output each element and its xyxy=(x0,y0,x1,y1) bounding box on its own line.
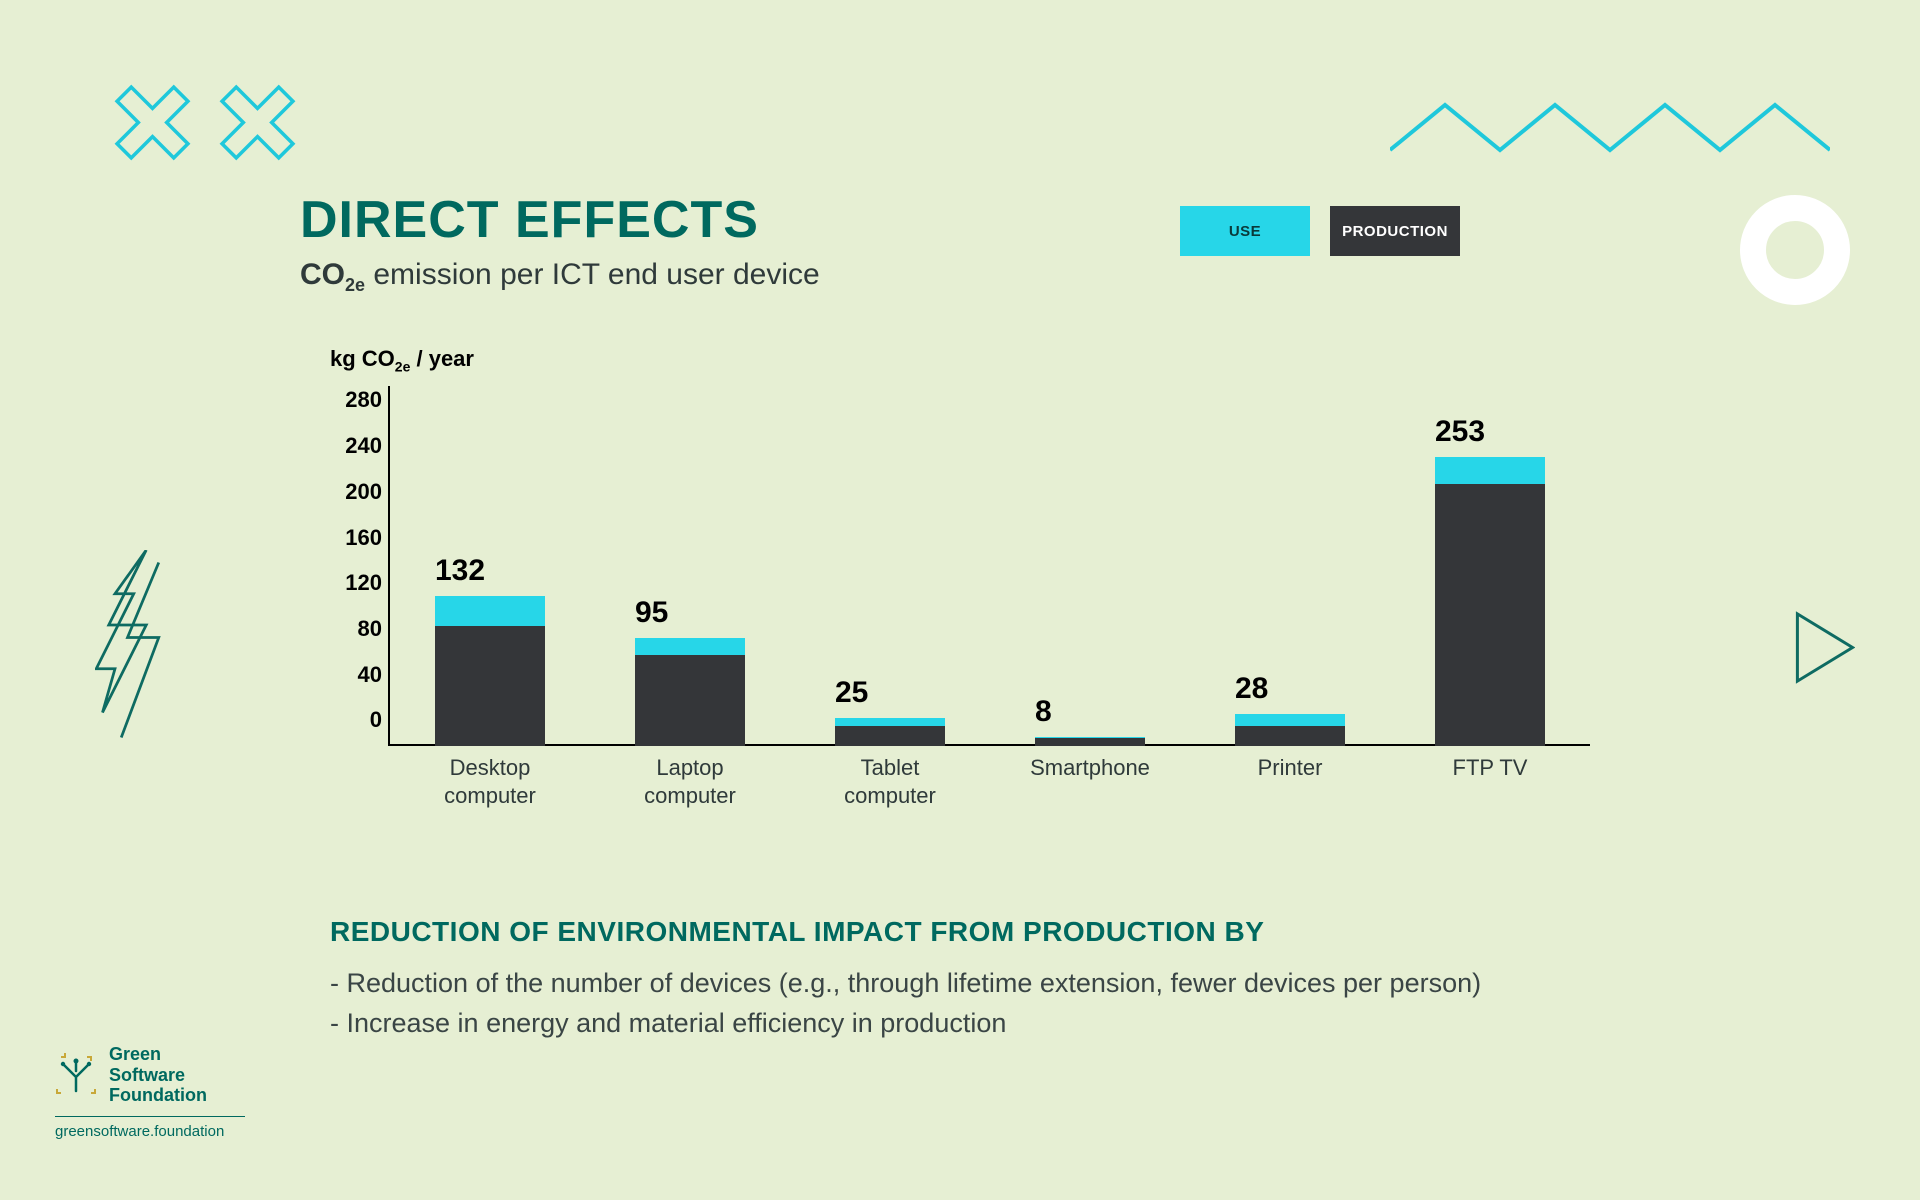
y-tick: 240 xyxy=(330,433,382,459)
y-axis-title: kg CO2e / year xyxy=(330,346,1620,374)
y-tick: 0 xyxy=(330,707,382,733)
footer-url: greensoftware.foundation xyxy=(55,1116,245,1140)
bar-segment-use xyxy=(835,718,945,726)
x-axis-label: Tabletcomputer xyxy=(810,754,970,809)
bar-column: 25 xyxy=(810,718,970,747)
main-content: DIRECT EFFECTS CO2e emission per ICT end… xyxy=(300,190,1620,1043)
bar-column: 132 xyxy=(410,596,570,747)
page-subtitle: CO2e emission per ICT end user device xyxy=(300,258,1620,296)
reduction-line-2: - Increase in energy and material effici… xyxy=(330,1004,1620,1043)
bar-column: 28 xyxy=(1210,714,1370,746)
footer-logo: Green Software Foundation greensoftware.… xyxy=(55,1044,245,1140)
zigzag-icon xyxy=(1390,95,1830,165)
bar-column: 8 xyxy=(1010,737,1170,746)
x-labels: Desktopcomputer Laptopcomputer Tabletcompu… xyxy=(390,754,1590,809)
reduction-section: REDUCTION OF ENVIRONMENTAL IMPACT FROM P… xyxy=(330,916,1620,1042)
x-axis-label: Printer xyxy=(1210,754,1370,809)
x-axis-label: Laptopcomputer xyxy=(610,754,770,809)
bars-area: 132 95 25 8 28 253 xyxy=(390,426,1590,746)
chart-container: kg CO2e / year 1329525828253 Desktopcomp… xyxy=(300,346,1620,786)
bar-value-label: 95 xyxy=(635,596,668,630)
y-tick: 120 xyxy=(330,570,382,596)
x-icon xyxy=(110,80,195,165)
bar-stack: 25 xyxy=(835,718,945,747)
bar-chart: 1329525828253 DesktopcomputerLaptopcompu… xyxy=(330,386,1590,786)
y-tick: 40 xyxy=(330,662,382,688)
bar-segment-production xyxy=(635,655,745,746)
y-tick: 80 xyxy=(330,616,382,642)
bar-value-label: 253 xyxy=(1435,415,1485,449)
bar-segment-production xyxy=(1435,484,1545,747)
play-triangle-icon xyxy=(1795,610,1855,685)
bar-segment-use xyxy=(1235,714,1345,725)
bar-segment-production xyxy=(835,726,945,747)
x-axis-label: Desktopcomputer xyxy=(410,754,570,809)
bar-stack: 253 xyxy=(1435,457,1545,746)
bar-stack: 95 xyxy=(635,638,745,747)
bar-segment-production xyxy=(1235,726,1345,747)
bar-segment-use xyxy=(635,638,745,655)
bar-column: 95 xyxy=(610,638,770,747)
ring-icon xyxy=(1735,190,1855,310)
bar-stack: 132 xyxy=(435,596,545,747)
x-axis-label: FTP TV xyxy=(1410,754,1570,809)
x-axis-label: Smartphone xyxy=(1010,754,1170,809)
bar-segment-use xyxy=(1435,457,1545,483)
bar-value-label: 132 xyxy=(435,554,485,588)
bar-value-label: 8 xyxy=(1035,695,1052,729)
bar-stack: 28 xyxy=(1235,714,1345,746)
gsf-logo-icon xyxy=(55,1051,97,1099)
reduction-line-1: - Reduction of the number of devices (e.… xyxy=(330,964,1620,1003)
x-icon xyxy=(215,80,300,165)
y-tick: 280 xyxy=(330,387,382,413)
bar-column: 253 xyxy=(1410,457,1570,746)
footer-org-name: Green Software Foundation xyxy=(109,1044,207,1106)
bar-value-label: 25 xyxy=(835,676,868,710)
bar-segment-use xyxy=(435,596,545,627)
bar-stack: 8 xyxy=(1035,737,1145,746)
bar-segment-production xyxy=(435,626,545,746)
bar-value-label: 28 xyxy=(1235,672,1268,706)
y-tick: 160 xyxy=(330,525,382,551)
y-tick: 200 xyxy=(330,479,382,505)
bar-segment-production xyxy=(1035,738,1145,746)
page-title: DIRECT EFFECTS xyxy=(300,190,1620,250)
reduction-heading: REDUCTION OF ENVIRONMENTAL IMPACT FROM P… xyxy=(330,916,1620,948)
lightning-icon xyxy=(95,550,185,750)
